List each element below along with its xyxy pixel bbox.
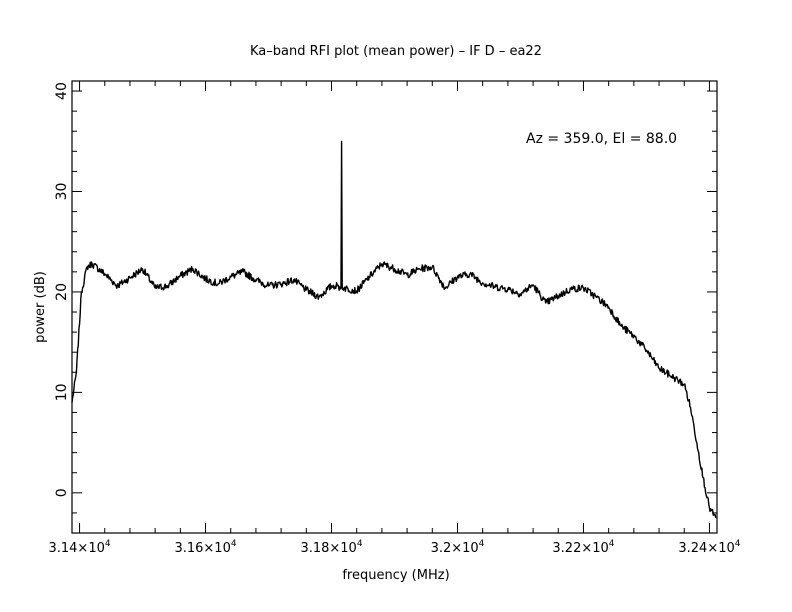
y-tick-label: 20	[54, 283, 70, 301]
x-tick-label: 3.14×104	[48, 539, 110, 556]
x-tick-label: 3.22×104	[552, 539, 614, 556]
x-tick-label: 3.18×104	[300, 539, 362, 556]
y-tick-label: 0	[54, 488, 70, 497]
y-tick-label: 30	[54, 183, 70, 201]
x-tick-label: 3.16×104	[174, 539, 236, 556]
x-tick-label: 3.2×104	[431, 539, 485, 556]
y-tick-label: 40	[54, 82, 70, 100]
y-axis-tick-labels: 0 10 20 30 40	[54, 82, 70, 497]
chart-title: Ka–band RFI plot (mean power) – IF D – e…	[250, 44, 542, 59]
plot-frame	[71, 80, 718, 534]
x-tick-label: 3.24×104	[678, 539, 740, 556]
y-axis-ticks	[72, 90, 717, 534]
x-axis-ticks	[79, 81, 710, 533]
power-line	[71, 140, 717, 519]
az-el-annotation: Az = 359.0, El = 88.0	[526, 131, 677, 147]
x-axis-tick-labels: 3.14×104 3.16×104 3.18×104 3.2×104 3.22×104 3…	[48, 539, 740, 556]
y-axis-label: power (dB)	[33, 271, 48, 343]
x-axis-label: frequency (MHz)	[342, 568, 449, 583]
y-tick-label: 10	[54, 383, 70, 401]
